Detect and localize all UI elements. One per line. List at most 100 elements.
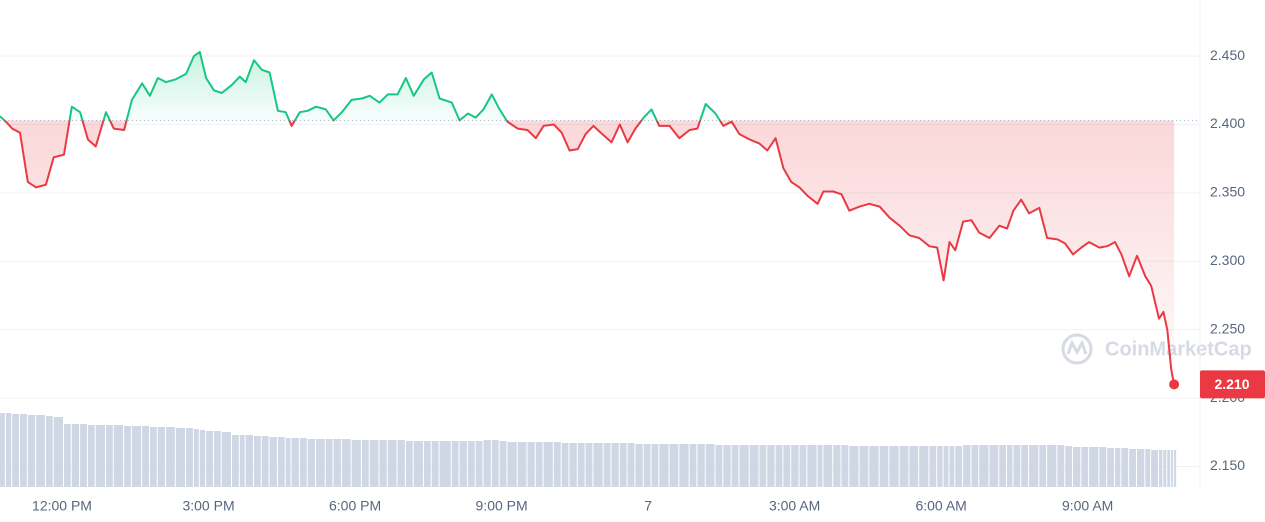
watermark-text: CoinMarketCap [1105,338,1252,360]
volume-bar [361,440,369,487]
volume-bar [20,414,27,487]
volume-bar [879,446,889,487]
volume-bar [221,432,231,487]
volume-bar [535,442,543,487]
volume-bar [269,437,277,487]
volume-bar [799,445,807,487]
volume-bar [1136,449,1145,487]
volume-bar [142,426,149,487]
volume-bar [124,426,131,487]
volume-bar [12,414,20,487]
x-tick-label: 3:00 PM [182,498,234,514]
volume-bar [759,445,767,487]
volume-bar [186,428,193,487]
volume-bar [369,440,379,487]
watermark-logo-mark [1066,339,1088,356]
volume-bar [643,444,651,487]
volume-bar [679,444,689,487]
volume-bar [697,444,705,487]
x-tick-label: 6:00 PM [329,498,381,514]
volume-bar [53,417,63,487]
volume-bar [585,443,593,487]
volume-bar [149,427,157,487]
volume-bar [193,429,199,487]
volume-bar [87,425,95,487]
volume-bar [105,425,113,487]
volume-bar [231,435,239,487]
volume-bar [206,431,213,487]
volume-bar [593,443,603,487]
volume-bar [1047,445,1057,487]
volume-bar [63,424,71,487]
volume-bar [1107,448,1115,487]
volume-bar [507,442,517,487]
volume-bar [175,428,186,487]
volume-bar [405,441,413,487]
volume-bar [333,439,341,487]
volume-bar [157,427,166,487]
volume-bar [569,443,577,487]
volume-bar [899,446,909,487]
volume-bar [131,426,142,487]
volume-bar [71,424,80,487]
plot [0,51,1200,390]
volume-bar [166,427,175,487]
volume-bar [1099,447,1107,487]
volume-bar [783,445,791,487]
volume-bar [307,439,315,487]
volume-bar [979,445,989,487]
volume-bar [989,445,999,487]
watermark-logo [1061,333,1093,365]
volume-bar [635,444,643,487]
volume-bar [823,445,833,487]
volume-bar [95,425,105,487]
y-tick-label: 2.300 [1210,252,1245,268]
volume-bar [5,413,12,487]
volume-bar [291,438,299,487]
volume-bar [1171,450,1174,487]
volume-bar [1029,445,1039,487]
volume-bar [553,442,561,487]
volume-bar [955,446,963,487]
volume-bar [1089,447,1099,487]
volume-bar [0,413,5,487]
volume-bar [659,444,669,487]
volume-bar [1057,445,1065,487]
volume-bar [1174,450,1177,487]
volume-bar [669,444,679,487]
volume-bar [80,424,87,487]
volume-bar [937,446,943,487]
volume-bar [475,441,483,487]
volume-bar [919,446,929,487]
volume-bar [527,442,535,487]
volume-bar [689,444,697,487]
volume-bar [731,445,739,487]
volume-bar [817,445,823,487]
volume-bar [561,443,569,487]
volume-bar [285,438,291,487]
volume-bar [651,444,659,487]
volume-bar [439,441,451,487]
volume-bar [943,446,949,487]
volume-bar [627,443,635,487]
volume-bar [277,437,285,487]
volume-bar [807,445,817,487]
volume-bar [199,430,206,487]
volume-bar [351,440,361,487]
volume-bar [45,416,53,487]
x-tick-label: 3:00 AM [769,498,820,514]
volume-bar [849,446,859,487]
volume-bar [1129,449,1136,487]
volume-bar [517,442,527,487]
volume-bar [299,438,307,487]
volume-bar [239,435,245,487]
volume-bar [859,446,869,487]
volume-bar [909,446,919,487]
volume-bar [833,445,841,487]
last-point [1169,379,1180,390]
volume-bar [253,436,261,487]
volume-bar [1081,447,1089,487]
volume-bar [775,445,783,487]
volume-bar [387,440,397,487]
volume-bar [619,443,627,487]
